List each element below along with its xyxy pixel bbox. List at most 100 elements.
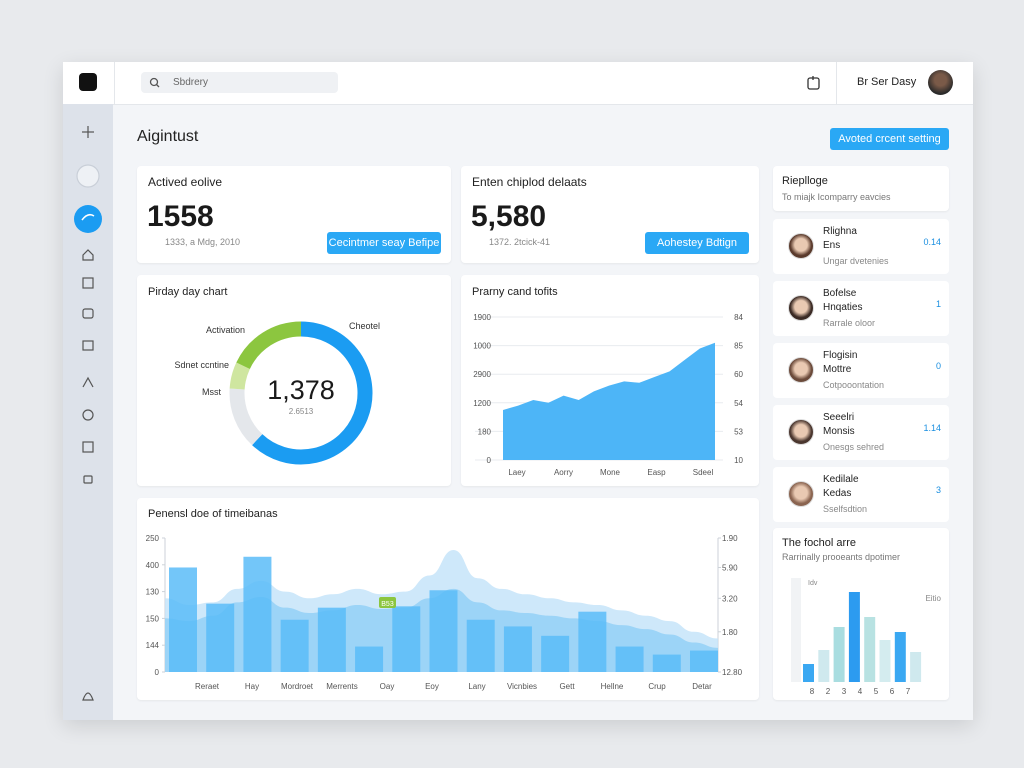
bar <box>864 617 876 682</box>
y2-tick-label: 3.20 <box>722 594 738 603</box>
bar <box>541 635 570 672</box>
contact-name: Bofelse <box>823 288 857 299</box>
panel-subtitle: To miajk Icomparry eavcies <box>782 192 891 202</box>
divider <box>114 62 115 104</box>
x-tick-label: Detar <box>692 682 712 691</box>
contact-sub: Sselfsdtion <box>823 504 868 514</box>
bar <box>615 646 644 672</box>
panel-title: Rieplloge <box>782 175 828 187</box>
combo-card: Penensl doe of timeibanas 0 144 150 130 400 2… <box>137 498 759 700</box>
x-tick-label: 4 <box>858 687 863 696</box>
contact-name: Monsis <box>823 426 855 437</box>
contact-value: 0.14 <box>923 237 941 247</box>
bar <box>169 567 197 672</box>
card-title: Penensl doe of timeibanas <box>148 508 278 520</box>
bar <box>652 654 681 672</box>
combo-chart: 0 144 150 130 400 250 12.80 1.80 3.20 5.90 1.90 B53… <box>146 534 743 691</box>
contact-item[interactable]: Seeelri Monsis 1.14 Onesgs sehred <box>773 405 949 460</box>
x-tick-label: Mordroet <box>281 682 314 691</box>
donut-center-sub: 2.6513 <box>289 407 314 416</box>
bar <box>243 556 272 672</box>
bar <box>503 626 532 672</box>
x-tick-label: 5 <box>874 687 879 696</box>
contact-name: Flogisin <box>823 350 858 361</box>
bar <box>910 652 922 682</box>
x-tick-label: Mone <box>600 468 621 477</box>
contact-avatar <box>788 419 814 445</box>
user-name[interactable]: Br Ser Dasy <box>857 76 917 88</box>
panel-header: Rieplloge To miajk Icomparry eavcies <box>773 166 949 211</box>
y2-tick-label: 5.90 <box>722 563 738 572</box>
stat-value: 5,580 <box>471 200 547 233</box>
mini-chart: Idv Eitio 8 2 3 4 5 6 7 <box>791 578 942 696</box>
contact-name: Kedilale <box>823 474 859 485</box>
card-subtitle: Rarrinally prooeants dpotimer <box>782 552 901 562</box>
y2-tick-label: 53 <box>734 427 743 436</box>
contact-sub: Rarrale oloor <box>823 318 876 328</box>
page-title: Aigintust <box>137 128 199 145</box>
contact-item[interactable]: Kedilale Kedas 3 Sselfsdtion <box>773 467 949 522</box>
donut-segment <box>229 362 251 390</box>
search-box[interactable]: Sbdrery <box>141 72 338 93</box>
y-tick-label: 150 <box>146 614 160 623</box>
mini-card: The fochol arre Rarrinally prooeants dpo… <box>773 528 949 700</box>
contact-item[interactable]: Bofelse Hnqaties 1 Rarrale oloor <box>773 281 949 336</box>
y2-tick-label: 12.80 <box>722 668 743 677</box>
donut-segment <box>229 388 263 446</box>
donut-label: Sdnet ccntine <box>174 360 229 370</box>
stat-button[interactable]: Aohestey Bdtign <box>645 232 749 254</box>
area-fill <box>503 342 715 460</box>
contact-avatar <box>788 357 814 383</box>
card-title: The fochol arre <box>782 537 856 549</box>
contact-name: Kedas <box>823 488 852 499</box>
x-tick-label: Sdeel <box>693 468 714 477</box>
x-tick-label: Hellne <box>601 682 624 691</box>
bar <box>206 603 235 672</box>
y-tick-label: 1200 <box>473 399 491 408</box>
action-button[interactable]: Avoted crcent setting <box>830 128 949 150</box>
contact-avatar <box>788 481 814 507</box>
x-tick-label: Merrents <box>326 682 358 691</box>
logo[interactable] <box>79 73 97 91</box>
contact-sub: Ungar dvetenies <box>823 256 889 266</box>
stat-value: 1558 <box>147 200 214 233</box>
x-tick-label: Eoy <box>425 682 439 691</box>
x-tick-label: 3 <box>842 687 847 696</box>
contact-item[interactable]: Rlighna Ens 0.14 Ungar dvetenies <box>773 219 949 274</box>
contact-value: 1 <box>935 299 941 309</box>
donut-label: Msst <box>202 387 221 397</box>
x-tick-label: Hay <box>245 682 259 691</box>
stat-sub: 1372. 2tcick-41 <box>489 237 551 247</box>
contact-name: Seeelri <box>823 412 855 423</box>
donut-center: 1,378 <box>267 375 335 405</box>
stat-sub: 1333, a Mdg, 2010 <box>165 237 241 247</box>
search-icon <box>149 77 160 88</box>
contact-name: Hnqaties <box>823 302 863 313</box>
bar <box>894 632 906 682</box>
stat-card: Actived eolive 1558 1333, a Mdg, 2010 Ce… <box>137 166 451 263</box>
x-tick-label: Easp <box>647 468 666 477</box>
sidebar-icons <box>74 126 102 701</box>
donut-chart: Cheotel Msst Sdnet ccntine Activation 1,378 2… <box>174 321 380 465</box>
contact-item[interactable]: Flogisin Mottre 0 Cotpooontation <box>773 343 949 398</box>
y-tick-label: 1000 <box>473 342 491 351</box>
area-card: Prarny cand tofits 0 180 1200 2900 1000 1900 1… <box>461 275 759 486</box>
y2-tick-label: 10 <box>734 456 743 465</box>
x-tick-label: 6 <box>890 687 895 696</box>
divider <box>836 62 837 104</box>
stat-button[interactable]: Cecintmer seay Befipe <box>327 232 441 254</box>
bar <box>803 664 814 682</box>
y-tick-label: 400 <box>146 561 160 570</box>
user-avatar[interactable] <box>928 70 953 95</box>
donut-segment <box>252 321 373 465</box>
search-text: Sbdrery <box>173 77 209 88</box>
notification-icon[interactable] <box>806 75 822 91</box>
bar <box>848 592 860 682</box>
mini-label: Idv <box>808 580 818 587</box>
bar <box>818 650 830 682</box>
contact-value: 0 <box>935 361 941 371</box>
contact-sub: Cotpooontation <box>823 380 885 390</box>
y-tick-label: 0 <box>155 668 160 677</box>
contact-value: 3 <box>935 485 941 495</box>
